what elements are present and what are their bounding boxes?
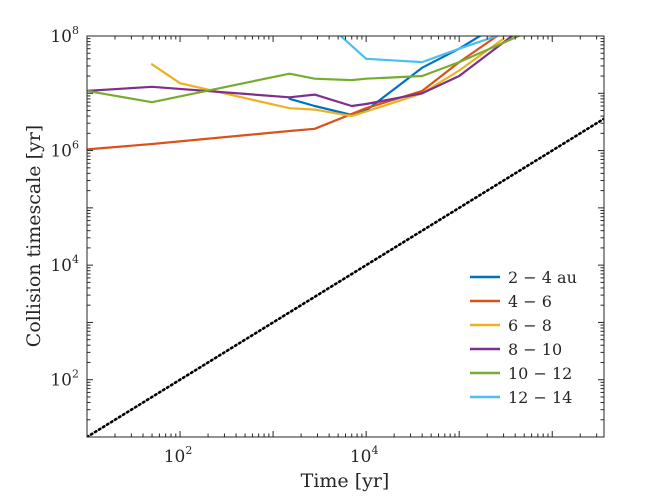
legend-label-12-14: 12 − 14 — [508, 388, 572, 407]
series-line-10-12 — [87, 36, 522, 104]
legend-label-4-6: 4 − 6 — [508, 292, 552, 311]
y-axis-label: Collision timescale [yr] — [23, 125, 45, 347]
ticks-layer — [86, 35, 604, 438]
legend: 2 − 4 au 4 − 6 6 − 8 8 − 10 10 − 12 12 − 14 — [463, 255, 594, 425]
y-tick-label: 108 — [50, 24, 79, 47]
series-line-12-14 — [339, 36, 500, 64]
series-line-8-10 — [87, 36, 514, 108]
x-tick-label: 104 — [350, 444, 379, 467]
y-tick-label: 106 — [50, 139, 79, 162]
legend-label-8-10: 8 − 10 — [508, 340, 562, 359]
legend-label-6-8: 6 − 8 — [508, 316, 552, 335]
series-line-4-6 — [87, 36, 500, 151]
x-tick-label: 102 — [164, 444, 193, 467]
series-layer — [87, 36, 522, 151]
legend-label-2-4-au: 2 − 4 au — [508, 268, 577, 287]
y-tick-label: 104 — [50, 253, 79, 276]
reference-line-layer — [87, 117, 604, 437]
reference-line — [87, 117, 604, 437]
tick-labels-layer: 102 104 102 104 106 108 — [50, 24, 378, 467]
x-axis-label: Time [yr] — [301, 470, 390, 492]
legend-label-10-12: 10 − 12 — [508, 364, 572, 383]
y-tick-label: 102 — [50, 368, 79, 391]
